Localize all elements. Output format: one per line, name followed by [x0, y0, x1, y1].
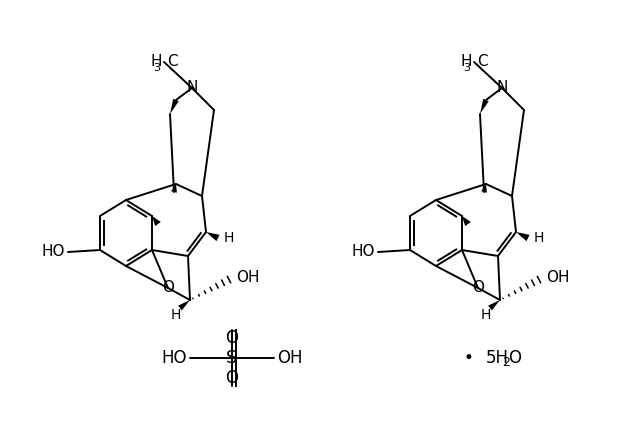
Text: •: • — [463, 349, 473, 367]
Text: H: H — [481, 308, 491, 322]
Text: O: O — [225, 369, 239, 387]
Text: O: O — [225, 329, 239, 347]
Text: N: N — [186, 80, 198, 95]
Polygon shape — [206, 232, 220, 241]
Text: O: O — [508, 349, 521, 367]
Polygon shape — [480, 99, 489, 114]
Text: H: H — [171, 308, 181, 322]
Polygon shape — [170, 99, 179, 114]
Text: C: C — [477, 54, 487, 69]
Text: 2: 2 — [502, 355, 510, 369]
Text: O: O — [472, 281, 484, 296]
Text: OH: OH — [277, 349, 303, 367]
Polygon shape — [481, 184, 487, 193]
Polygon shape — [178, 300, 190, 310]
Text: OH: OH — [236, 271, 259, 286]
Polygon shape — [171, 184, 177, 193]
Polygon shape — [462, 216, 471, 226]
Polygon shape — [488, 300, 500, 310]
Text: OH: OH — [546, 271, 570, 286]
Text: H: H — [461, 54, 472, 69]
Text: C: C — [166, 54, 177, 69]
Text: HO: HO — [161, 349, 187, 367]
Text: HO: HO — [42, 244, 65, 259]
Text: N: N — [496, 80, 508, 95]
Text: H: H — [534, 231, 545, 245]
Text: HO: HO — [351, 244, 375, 259]
Text: 3: 3 — [463, 63, 470, 73]
Polygon shape — [516, 232, 529, 241]
Text: H: H — [224, 231, 234, 245]
Polygon shape — [152, 216, 161, 226]
Text: 5H: 5H — [486, 349, 509, 367]
Text: S: S — [227, 349, 237, 367]
Text: 3: 3 — [154, 63, 161, 73]
Text: O: O — [162, 281, 174, 296]
Text: H: H — [150, 54, 162, 69]
